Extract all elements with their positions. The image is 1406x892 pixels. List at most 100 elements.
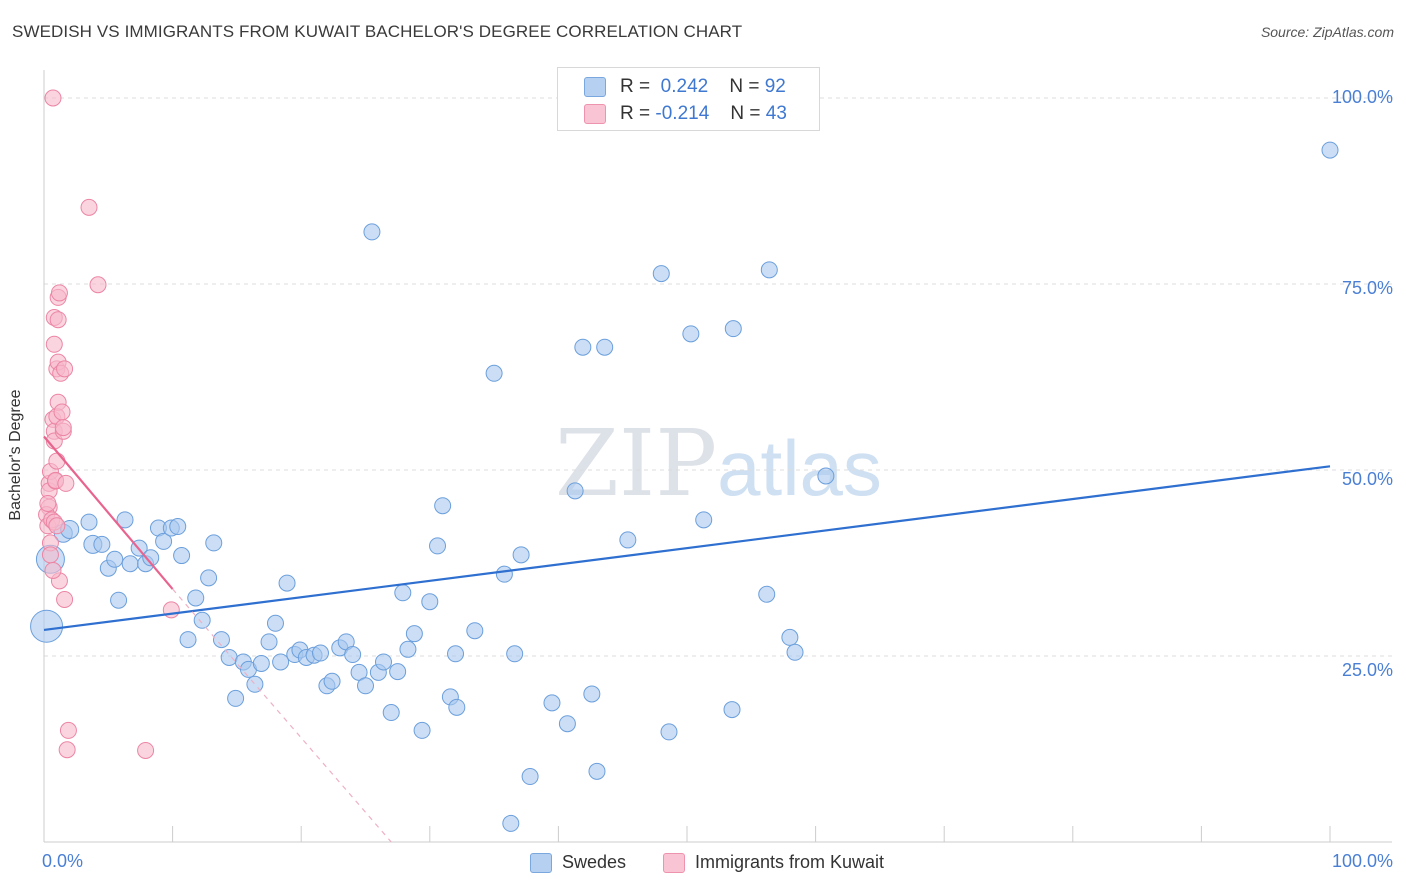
swedes-point-23 <box>200 569 218 587</box>
legend-swatch-kuwait <box>584 104 606 124</box>
kuwait-point-33 <box>44 561 62 579</box>
swedes-point-67 <box>506 645 524 663</box>
x-tick-label-0: 0.0% <box>42 851 84 871</box>
kuwait-point-35 <box>59 721 77 739</box>
swedes-point-69 <box>521 768 539 786</box>
legend-n-value: 43 <box>765 103 787 124</box>
swedes-point-10 <box>116 511 134 529</box>
kuwait-point-34 <box>56 590 74 608</box>
swedes-point-84 <box>758 585 776 603</box>
bottom-legend-label-swedes: Swedes <box>562 852 627 872</box>
swedes-point-62 <box>447 645 465 663</box>
y-tick-label-25: 25.0% <box>1341 660 1393 680</box>
swedes-point-9 <box>110 591 128 609</box>
kuwait-point-29 <box>56 360 74 378</box>
legend-n-label: N = <box>730 103 761 124</box>
swedes-point-0 <box>30 609 64 643</box>
swedes-point-66 <box>502 814 520 832</box>
swedes-point-55 <box>405 625 423 643</box>
swedes-point-25 <box>212 631 230 649</box>
swedes-point-54 <box>399 640 417 658</box>
swedes-point-73 <box>574 338 592 356</box>
swedes-point-45 <box>344 646 362 664</box>
legend-n-value: 92 <box>764 76 786 97</box>
swedes-point-19 <box>173 547 191 565</box>
kuwait-point-28 <box>54 419 72 437</box>
swedes-point-72 <box>566 482 584 500</box>
kuwait-point-30 <box>57 474 75 492</box>
swedes-point-87 <box>786 643 804 661</box>
swedes-point-75 <box>588 762 606 780</box>
swedes-point-52 <box>389 663 407 681</box>
swedes-point-89 <box>1321 141 1339 159</box>
legend-r-value: 0.242 <box>660 76 709 97</box>
swedes-point-58 <box>429 537 447 555</box>
swedes-point-21 <box>187 589 205 607</box>
swedes-point-71 <box>558 715 576 733</box>
swedes-point-56 <box>413 721 431 739</box>
swedes-point-65 <box>495 565 513 583</box>
swedes-point-40 <box>311 644 329 662</box>
zipatlas-watermark: ZIPatlas <box>555 410 882 517</box>
chart-source: Source: ZipAtlas.com <box>1260 24 1394 40</box>
swedes-point-4 <box>80 513 98 531</box>
kuwait-point-14 <box>48 452 66 470</box>
kuwait-point-40 <box>137 741 155 759</box>
kuwait-point-39 <box>89 276 107 294</box>
swedes-point-42 <box>323 672 341 690</box>
bottom-legend-swatch-kuwait <box>663 852 685 873</box>
swedes-point-82 <box>724 320 742 338</box>
watermark-atlas: atlas <box>717 424 882 512</box>
x-tick-label-100: 100.0% <box>1331 851 1393 871</box>
legend-r-label: R = <box>620 103 651 124</box>
kuwait-point-38 <box>80 198 98 216</box>
swedes-point-24 <box>205 534 223 552</box>
swedes-point-6 <box>93 535 111 553</box>
swedes-point-78 <box>652 265 670 283</box>
legend-row-swedes: R = 0.242 N = 92 <box>584 75 786 99</box>
legend-n-label: N = <box>729 76 760 97</box>
swedes-point-26 <box>220 648 238 666</box>
swedes-point-22 <box>193 611 211 629</box>
swedes-point-64 <box>485 364 503 382</box>
swedes-point-80 <box>682 325 700 343</box>
kuwait-point-36 <box>58 741 76 759</box>
swedes-point-77 <box>619 531 637 549</box>
swedes-point-32 <box>260 633 278 651</box>
swedes-point-88 <box>817 467 835 485</box>
swedes-point-18 <box>169 518 187 536</box>
legend-r-value: -0.214 <box>655 103 710 124</box>
y-axis-label: Bachelor's Degree <box>7 389 24 521</box>
watermark-zip: ZIP <box>555 410 718 517</box>
bottom-legend-swatch-swedes <box>530 852 552 873</box>
swedes-point-83 <box>723 701 741 719</box>
y-tick-label-100: 100.0% <box>1331 87 1393 107</box>
swedes-point-14 <box>142 549 160 567</box>
chart-title: SWEDISH VS IMMIGRANTS FROM KUWAIT BACHEL… <box>12 22 743 41</box>
swedes-point-33 <box>266 614 284 632</box>
swedes-point-11 <box>121 555 139 573</box>
y-tick-label-75: 75.0% <box>1341 278 1393 298</box>
swedes-point-79 <box>660 723 678 741</box>
swedes-point-61 <box>448 698 466 716</box>
swedes-point-51 <box>382 704 400 722</box>
swedes-trend-line <box>43 465 1331 632</box>
bottom-legend-swedes: Swedes <box>530 852 626 873</box>
kuwait-point-26 <box>53 403 71 421</box>
swedes-point-68 <box>512 546 530 564</box>
swedes-point-20 <box>179 631 197 649</box>
swedes-point-86 <box>781 628 799 646</box>
swedes-point-59 <box>434 497 452 515</box>
swedes-point-48 <box>363 223 381 241</box>
kuwait-point-31 <box>48 517 66 535</box>
swedes-point-57 <box>421 593 439 611</box>
kuwait-point-20 <box>49 311 67 329</box>
swedes-point-74 <box>583 685 601 703</box>
swedes-point-34 <box>272 653 290 671</box>
kuwait-point-22 <box>50 284 68 302</box>
swedes-point-35 <box>278 574 296 592</box>
swedes-point-63 <box>466 622 484 640</box>
legend-r-label: R = <box>620 76 651 97</box>
swedes-point-16 <box>155 532 173 550</box>
